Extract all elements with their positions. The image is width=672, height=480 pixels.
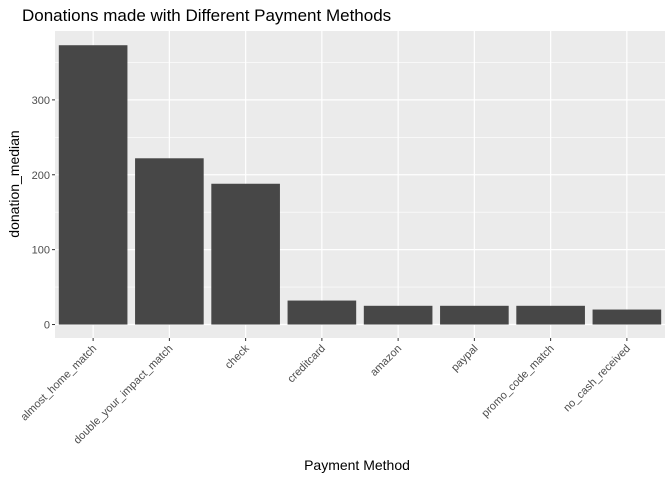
- y-tick-label: 300: [32, 95, 50, 107]
- y-tick-label: 0: [44, 320, 50, 332]
- bar-paypal: [440, 305, 509, 325]
- y-axis-title: donation_median: [6, 130, 22, 237]
- bar-double_your_impact_match: [135, 158, 204, 325]
- bar-amazon: [363, 305, 433, 325]
- x-tick-label: no_cash_received: [561, 343, 633, 415]
- bar-no_cash_received: [592, 309, 662, 325]
- x-tick-label: creditcard: [285, 343, 328, 386]
- x-tick-label: amazon: [368, 343, 404, 379]
- bar-promo_code_match: [516, 305, 585, 325]
- y-tick-label: 100: [32, 245, 50, 257]
- chart-title: Donations made with Different Payment Me…: [22, 6, 391, 25]
- x-tick-label: promo_code_match: [480, 343, 557, 420]
- x-tick-label: check: [223, 342, 252, 371]
- x-axis: almost_home_matchdouble_your_impact_matc…: [19, 338, 633, 447]
- x-tick-label: almost_home_match: [19, 343, 100, 424]
- bar-check: [211, 183, 280, 325]
- bar-creditcard: [287, 300, 357, 325]
- bars: [58, 45, 662, 325]
- x-axis-title: Payment Method: [304, 457, 410, 473]
- y-tick-label: 200: [32, 170, 50, 182]
- y-axis: 0 100 200 300: [32, 95, 55, 332]
- x-tick-label: paypal: [449, 343, 480, 374]
- bar-almost_home_match: [58, 45, 128, 325]
